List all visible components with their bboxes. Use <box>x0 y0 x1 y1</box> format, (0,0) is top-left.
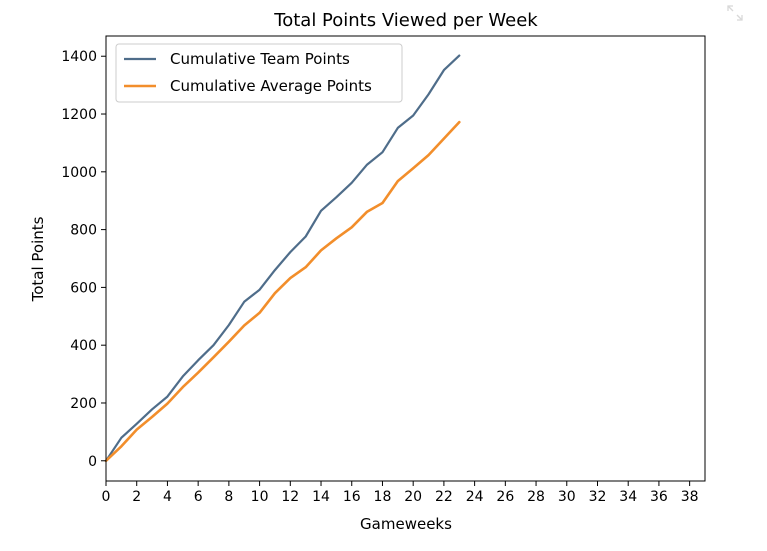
x-tick-label: 26 <box>496 489 514 505</box>
x-tick-label: 14 <box>312 489 330 505</box>
x-tick-label: 34 <box>619 489 637 505</box>
series-line-0 <box>104 54 461 462</box>
x-tick-label: 10 <box>251 489 269 505</box>
x-tick-label: 18 <box>374 489 392 505</box>
legend-box <box>115 43 403 103</box>
y-tick-label: 1400 <box>61 49 97 65</box>
x-tick-label: 16 <box>343 489 361 505</box>
y-tick-label: 200 <box>70 396 97 412</box>
chart-title: Total Points Viewed per Week <box>273 10 538 31</box>
x-tick-label: 24 <box>466 489 484 505</box>
y-tick-label: 1000 <box>61 165 97 181</box>
x-tick-label: 6 <box>194 489 203 505</box>
x-tick-label: 2 <box>132 489 141 505</box>
y-axis-label: Total Points <box>29 216 47 302</box>
x-tick-label: 4 <box>163 489 172 505</box>
x-tick-label: 0 <box>102 489 111 505</box>
plot-frame <box>105 35 706 482</box>
y-tick-label: 800 <box>70 223 97 239</box>
x-tick-label: 28 <box>527 489 545 505</box>
x-tick-label: 22 <box>435 489 453 505</box>
x-tick-label: 12 <box>281 489 299 505</box>
y-tick-label: 600 <box>70 280 97 296</box>
x-tick-label: 38 <box>681 489 699 505</box>
plot-area: 0 2 4 6 8 10 12 14 16 18 20 22 24 26 28 30 32 34 36 3802004… <box>61 35 706 505</box>
legend-label-1: Cumulative Average Points <box>170 77 372 95</box>
x-tick-label: 36 <box>650 489 668 505</box>
y-tick-label: 1200 <box>61 107 97 123</box>
legend-label-0: Cumulative Team Points <box>170 50 350 68</box>
x-tick-label: 32 <box>589 489 607 505</box>
expand-icon[interactable] <box>726 4 744 22</box>
x-tick-label: 8 <box>224 489 233 505</box>
series-line-1 <box>104 120 461 463</box>
x-axis-label: Gameweeks <box>360 515 452 533</box>
y-tick-label: 0 <box>88 454 97 470</box>
x-tick-label: 30 <box>558 489 576 505</box>
y-tick-label: 400 <box>70 338 97 354</box>
x-tick-label: 20 <box>404 489 422 505</box>
